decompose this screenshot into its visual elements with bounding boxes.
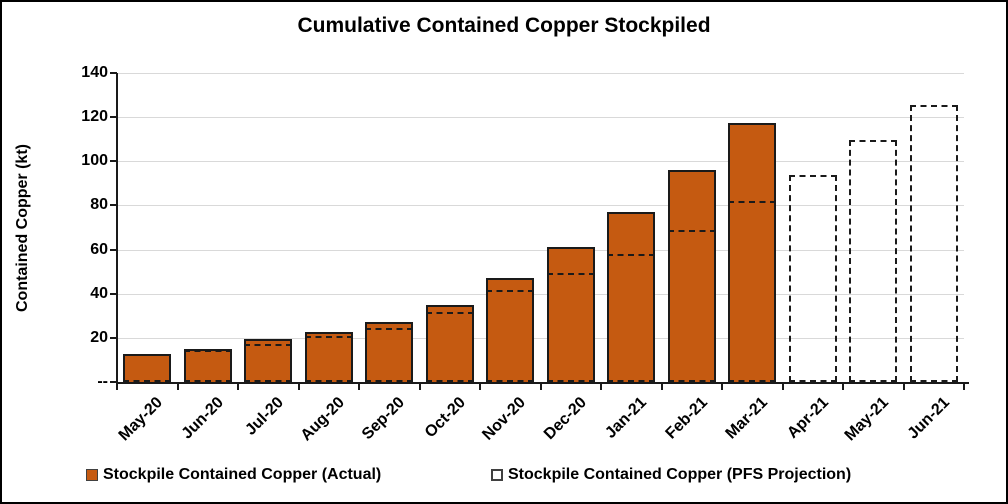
gridline xyxy=(117,73,964,74)
legend-projection-swatch-icon xyxy=(491,469,503,481)
x-axis-tick xyxy=(781,384,784,390)
y-tick-label: 80 xyxy=(90,196,108,214)
x-axis-tick xyxy=(418,384,421,390)
bar-projection xyxy=(788,174,837,382)
x-tick-label: May-21 xyxy=(841,394,893,445)
legend-actual-swatch-icon xyxy=(86,469,98,481)
x-tick-label: Apr-21 xyxy=(783,394,832,442)
x-tick-label: Nov-20 xyxy=(479,394,530,444)
x-tick-label: Oct-20 xyxy=(421,394,469,442)
x-axis-tick xyxy=(297,384,300,390)
gridline xyxy=(117,205,964,207)
bar-projection xyxy=(607,253,656,382)
bar-projection xyxy=(425,312,474,382)
bar-projection xyxy=(365,327,414,382)
x-axis-tick xyxy=(539,384,542,390)
x-axis-tick xyxy=(479,384,481,390)
x-axis-tick xyxy=(660,384,663,390)
x-axis-tick xyxy=(963,384,965,390)
y-axis-tick xyxy=(110,292,117,295)
y-tick-label: 20 xyxy=(90,328,108,346)
y-axis-tick xyxy=(110,72,117,74)
bar-projection xyxy=(667,229,716,382)
x-axis-tick xyxy=(176,384,179,390)
x-tick-label: Aug-20 xyxy=(297,394,348,445)
y-axis-line xyxy=(116,73,118,384)
bar-projection xyxy=(849,140,898,382)
y-axis-tick xyxy=(110,381,117,383)
y-tick-label: 140 xyxy=(81,64,108,81)
legend-actual-label: Stockpile Contained Copper (Actual) xyxy=(103,466,382,483)
legend-projection-label: Stockpile Contained Copper (PFS Projecti… xyxy=(508,466,852,483)
y-tick-label: 120 xyxy=(81,108,108,126)
x-axis-tick xyxy=(358,384,360,390)
y-axis-tick xyxy=(110,160,117,163)
bar-projection xyxy=(244,344,293,382)
y-tick-label: 40 xyxy=(90,284,108,302)
bar-projection xyxy=(183,349,232,382)
x-axis-tick xyxy=(116,384,118,390)
legend: Stockpile Contained Copper (Actual) Stoc… xyxy=(2,464,1006,488)
chart-title: Cumulative Contained Copper Stockpiled xyxy=(297,14,711,37)
legend-item-actual: Stockpile Contained Copper (Actual) xyxy=(86,464,381,486)
x-tick-label: Mar-21 xyxy=(722,394,772,443)
bar-actual xyxy=(486,278,535,382)
x-axis-tick xyxy=(842,384,844,390)
x-axis-tick xyxy=(721,384,723,390)
y-tick-label: 60 xyxy=(90,240,108,258)
y-axis-tick xyxy=(110,204,117,207)
y-tick-label: 100 xyxy=(81,152,108,170)
x-tick-label: Jan-21 xyxy=(602,394,651,442)
x-tick-label: Jul-20 xyxy=(242,394,288,439)
x-tick-label: Jun-21 xyxy=(904,394,953,443)
y-tick-label: -- xyxy=(97,373,108,390)
gridline xyxy=(117,249,964,251)
bar-projection xyxy=(909,105,958,382)
gridline xyxy=(117,337,964,339)
x-tick-label: Jun-20 xyxy=(178,394,227,443)
x-axis-tick xyxy=(902,384,905,390)
y-axis-title: Contained Copper (kt) xyxy=(14,144,31,312)
gridline xyxy=(117,117,964,119)
bar-projection xyxy=(123,354,172,382)
y-axis-tick xyxy=(110,116,117,119)
x-axis-tick xyxy=(237,384,239,390)
bar-projection xyxy=(546,272,595,382)
y-axis-tick xyxy=(110,248,117,251)
x-tick-label: May-20 xyxy=(115,394,167,445)
x-tick-label: Sep-20 xyxy=(359,394,409,444)
gridline xyxy=(117,293,964,295)
y-axis-tick xyxy=(110,336,117,339)
x-axis-tick xyxy=(600,384,602,390)
x-tick-label: Feb-21 xyxy=(662,394,711,443)
legend-item-projection: Stockpile Contained Copper (PFS Projecti… xyxy=(491,464,851,486)
bar-projection xyxy=(304,335,353,382)
bar-projection xyxy=(486,290,535,382)
bar-projection xyxy=(728,201,777,382)
x-axis-line xyxy=(116,382,969,384)
gridline xyxy=(117,161,964,163)
x-tick-label: Dec-20 xyxy=(540,394,590,444)
